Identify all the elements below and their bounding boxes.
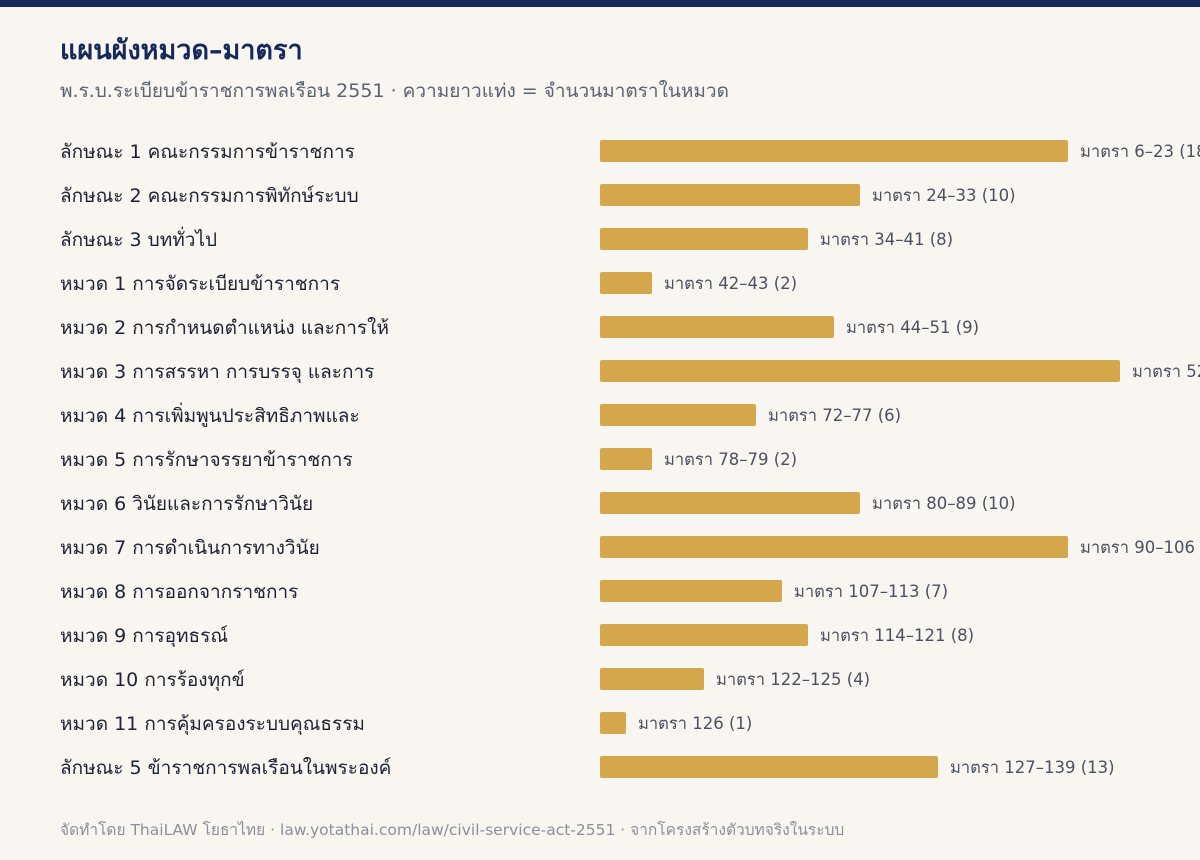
bar-value-label: มาตรา 52–71 (20)	[1132, 362, 1200, 381]
page-subtitle: พ.ร.บ.ระเบียบข้าราชการพลเรือน 2551 · ควา…	[60, 80, 729, 102]
bar	[600, 492, 860, 514]
bar	[600, 228, 808, 250]
category-label: ลักษณะ 1 คณะกรรมการข้าราชการ	[60, 141, 355, 163]
bar	[600, 184, 860, 206]
category-label: ลักษณะ 5 ข้าราชการพลเรือนในพระองค์	[60, 757, 391, 779]
bar-value-label: มาตรา 44–51 (9)	[846, 318, 979, 337]
bar-value-label: มาตรา 24–33 (10)	[872, 186, 1016, 205]
bar	[600, 536, 1068, 558]
bar	[600, 140, 1068, 162]
bar	[600, 360, 1120, 382]
bar-value-label: มาตรา 80–89 (10)	[872, 494, 1016, 513]
category-label: หมวด 9 การอุทธรณ์	[60, 625, 228, 648]
bar-value-label: มาตรา 126 (1)	[638, 714, 752, 733]
bar-value-label: มาตรา 114–121 (8)	[820, 626, 974, 645]
bar-value-label: มาตรา 6–23 (18)	[1080, 142, 1200, 161]
category-label: หมวด 11 การคุ้มครองระบบคุณธรรม	[60, 713, 365, 736]
category-label: หมวด 7 การดำเนินการทางวินัย	[60, 537, 320, 559]
category-label: หมวด 4 การเพิ่มพูนประสิทธิภาพและ	[60, 402, 360, 427]
category-label: หมวด 6 วินัยและการรักษาวินัย	[60, 493, 313, 515]
bar-value-label: มาตรา 107–113 (7)	[794, 582, 948, 601]
bar-value-label: มาตรา 72–77 (6)	[768, 406, 901, 425]
bar	[600, 712, 626, 734]
bar-value-label: มาตรา 122–125 (4)	[716, 670, 870, 689]
bar	[600, 404, 756, 426]
page-title: แผนผังหมวด–มาตรา	[60, 35, 303, 66]
category-label: หมวด 5 การรักษาจรรยาข้าราชการ	[60, 449, 353, 471]
category-label: หมวด 1 การจัดระเบียบข้าราชการ	[60, 273, 340, 295]
bar	[600, 448, 652, 470]
bar	[600, 668, 704, 690]
category-label: หมวด 10 การร้องทุกข์	[60, 669, 245, 692]
footer-credit: จัดทำโดย ThaiLAW โยธาไทย · law.yotathai.…	[60, 821, 845, 839]
bar	[600, 624, 808, 646]
bar-value-label: มาตรา 34–41 (8)	[820, 230, 953, 249]
category-label: หมวด 2 การกำหนดตำแหน่ง และการให้	[60, 317, 389, 339]
bar	[600, 316, 834, 338]
category-label: ลักษณะ 2 คณะกรรมการพิทักษ์ระบบ	[60, 185, 359, 207]
bar	[600, 580, 782, 602]
bar	[600, 272, 652, 294]
bar-value-label: มาตรา 42–43 (2)	[664, 274, 797, 293]
bar-value-label: มาตรา 90–106 (17)	[1080, 538, 1200, 557]
top-accent-bar	[0, 0, 1200, 7]
category-label: ลักษณะ 3 บททั่วไป	[60, 226, 217, 251]
category-label: หมวด 8 การออกจากราชการ	[60, 581, 298, 603]
bar-value-label: มาตรา 78–79 (2)	[664, 450, 797, 469]
bar	[600, 756, 938, 778]
category-label: หมวด 3 การสรรหา การบรรจุ และการ	[60, 361, 374, 384]
bar-value-label: มาตรา 127–139 (13)	[950, 758, 1115, 777]
